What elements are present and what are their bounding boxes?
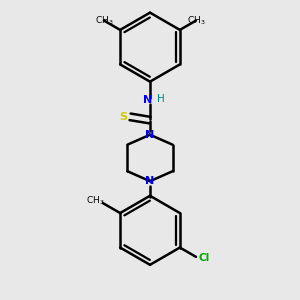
Text: CH$_3$: CH$_3$ — [187, 14, 205, 27]
Text: Cl: Cl — [198, 253, 210, 263]
Text: CH$_3$: CH$_3$ — [85, 195, 104, 207]
Text: H: H — [157, 94, 164, 104]
Text: N: N — [146, 176, 154, 186]
Text: S: S — [119, 112, 128, 122]
Text: CH$_3$: CH$_3$ — [95, 14, 113, 27]
Text: N: N — [146, 130, 154, 140]
Text: N: N — [143, 95, 152, 105]
